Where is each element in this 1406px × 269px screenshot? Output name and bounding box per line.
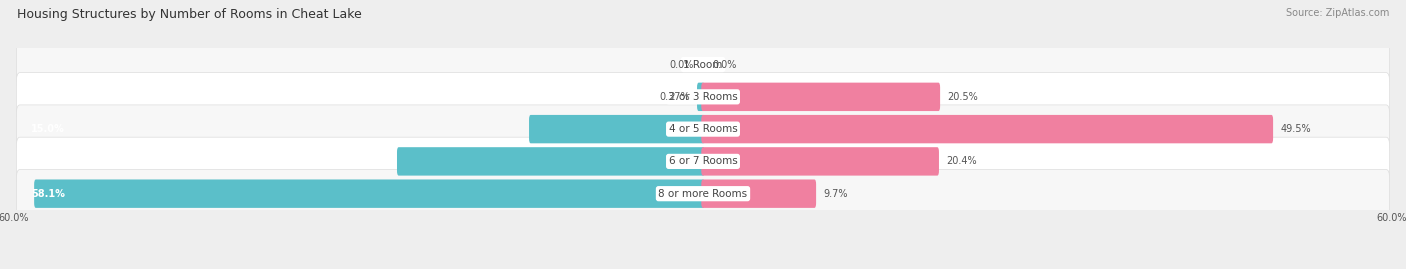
Text: 6 or 7 Rooms: 6 or 7 Rooms bbox=[669, 156, 737, 167]
FancyBboxPatch shape bbox=[697, 83, 704, 111]
FancyBboxPatch shape bbox=[17, 169, 1389, 218]
Text: 49.5%: 49.5% bbox=[1281, 124, 1312, 134]
Text: 58.1%: 58.1% bbox=[31, 189, 65, 199]
Text: 15.0%: 15.0% bbox=[31, 124, 65, 134]
Text: 0.0%: 0.0% bbox=[669, 59, 693, 70]
Text: 0.37%: 0.37% bbox=[659, 92, 689, 102]
FancyBboxPatch shape bbox=[396, 147, 704, 176]
FancyBboxPatch shape bbox=[702, 115, 1272, 143]
FancyBboxPatch shape bbox=[702, 147, 939, 176]
Text: 0.0%: 0.0% bbox=[713, 59, 737, 70]
Text: 1 Room: 1 Room bbox=[683, 59, 723, 70]
Text: 26.5%: 26.5% bbox=[31, 156, 65, 167]
Text: Source: ZipAtlas.com: Source: ZipAtlas.com bbox=[1285, 8, 1389, 18]
FancyBboxPatch shape bbox=[702, 83, 941, 111]
Text: 8 or more Rooms: 8 or more Rooms bbox=[658, 189, 748, 199]
Text: 2 or 3 Rooms: 2 or 3 Rooms bbox=[669, 92, 737, 102]
FancyBboxPatch shape bbox=[17, 137, 1389, 186]
FancyBboxPatch shape bbox=[17, 105, 1389, 153]
Text: 20.4%: 20.4% bbox=[946, 156, 977, 167]
FancyBboxPatch shape bbox=[17, 40, 1389, 89]
FancyBboxPatch shape bbox=[34, 179, 704, 208]
FancyBboxPatch shape bbox=[702, 179, 815, 208]
Text: 20.5%: 20.5% bbox=[948, 92, 979, 102]
FancyBboxPatch shape bbox=[529, 115, 704, 143]
FancyBboxPatch shape bbox=[17, 73, 1389, 121]
Text: 9.7%: 9.7% bbox=[824, 189, 848, 199]
Text: Housing Structures by Number of Rooms in Cheat Lake: Housing Structures by Number of Rooms in… bbox=[17, 8, 361, 21]
Text: 4 or 5 Rooms: 4 or 5 Rooms bbox=[669, 124, 737, 134]
